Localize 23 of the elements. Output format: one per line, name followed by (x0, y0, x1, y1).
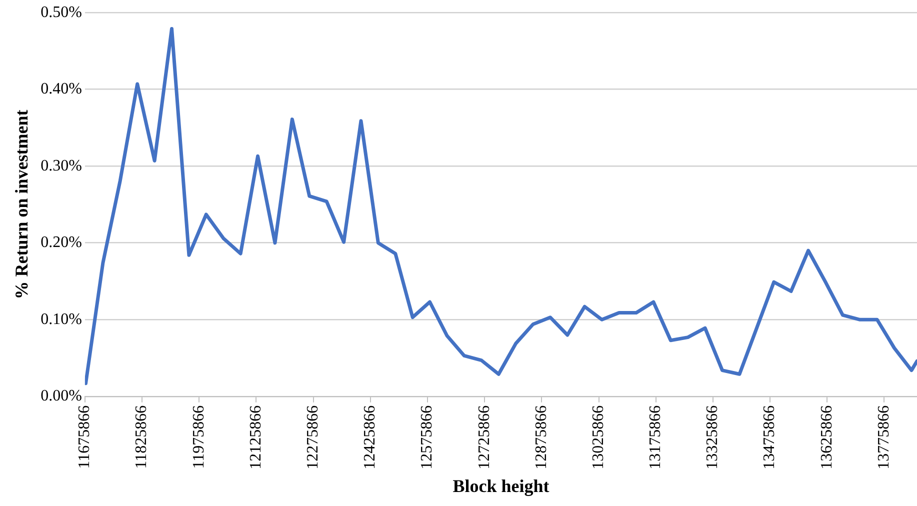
x-tick-label: 12575866 (418, 405, 436, 470)
x-tick-label: 13775866 (875, 405, 892, 470)
x-tick-label: 12725866 (476, 405, 493, 470)
y-tick-label: 0.00% (40, 388, 82, 405)
x-tick-label: 12875866 (532, 405, 550, 470)
x-tick-label: 13475866 (761, 405, 778, 470)
y-tick-label: 0.30% (40, 157, 82, 174)
x-tick-label: 13325866 (704, 405, 722, 470)
x-tick-label: 11825866 (133, 405, 150, 469)
y-tick-label: 0.50% (40, 4, 82, 21)
x-tick-label: 12425866 (362, 405, 379, 470)
x-tick-label: 12125866 (247, 405, 264, 470)
x-tick-label: 13025866 (590, 405, 607, 470)
x-tick-label: 11675866 (76, 405, 94, 469)
y-tick-label: 0.40% (40, 80, 82, 98)
y-axis-title: % Return on investment (11, 110, 32, 300)
x-tick-label: 13625866 (818, 405, 836, 470)
y-tick-label: 0.20% (40, 234, 82, 252)
x-tick-label: 12275866 (304, 405, 322, 470)
x-axis-title: Block height (452, 476, 550, 496)
x-tick-label: 13175866 (647, 405, 664, 470)
y-tick-label: 0.10% (40, 310, 82, 328)
x-tick-label: 11975866 (190, 405, 208, 469)
